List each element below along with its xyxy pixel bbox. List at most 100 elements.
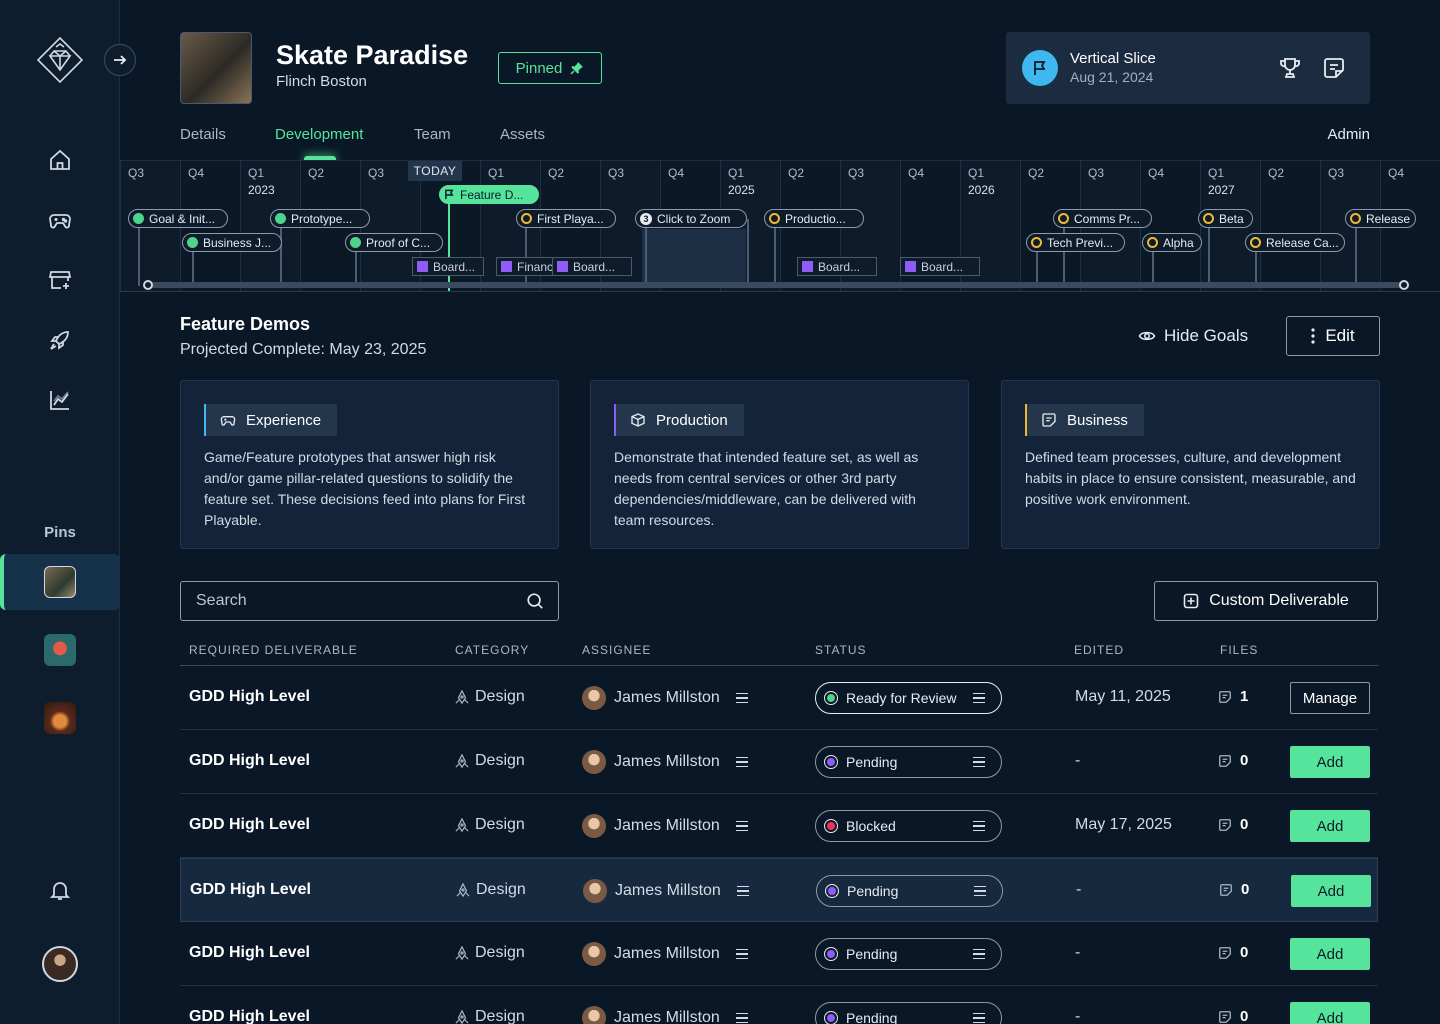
add-button[interactable]: Add <box>1290 938 1370 970</box>
files-cell[interactable]: 0 <box>1218 944 1248 961</box>
table-row[interactable]: GDD High Level Design James Millston Ready … <box>180 666 1378 730</box>
milestone-pill[interactable]: Comms Pr... <box>1053 209 1152 228</box>
assignee-menu-icon[interactable] <box>735 693 748 703</box>
board-meeting-marker[interactable]: Board... <box>552 257 632 276</box>
hide-goals-toggle[interactable]: Hide Goals <box>1138 326 1248 346</box>
column-header-deliverable[interactable]: REQUIRED DELIVERABLE <box>189 643 358 657</box>
add-button[interactable]: Add <box>1290 810 1370 842</box>
column-header-status[interactable]: STATUS <box>815 643 867 657</box>
timeline-scrub-track[interactable] <box>148 282 1404 288</box>
tab-details[interactable]: Details <box>180 126 226 143</box>
status-menu-icon[interactable] <box>973 821 985 831</box>
analytics-chart-icon[interactable] <box>46 386 74 414</box>
diamond-logo-icon[interactable] <box>36 36 84 84</box>
status-dropdown[interactable]: Ready for Review <box>815 682 1002 714</box>
table-row[interactable]: GDD High Level Design James Millston Pendin… <box>180 730 1378 794</box>
files-cell[interactable]: 0 <box>1218 816 1248 833</box>
custom-deliverable-button[interactable]: Custom Deliverable <box>1154 581 1378 621</box>
trophy-icon[interactable] <box>1278 56 1302 80</box>
pinned-button[interactable]: Pinned <box>498 52 602 84</box>
milestone-pill[interactable]: Productio... <box>764 209 864 228</box>
column-header-edited[interactable]: EDITED <box>1074 643 1125 657</box>
status-dropdown[interactable]: Blocked <box>815 810 1002 842</box>
status-menu-icon[interactable] <box>974 886 986 896</box>
gamepad-icon[interactable] <box>46 206 74 234</box>
deliverable-name[interactable]: GDD High Level <box>190 881 311 898</box>
deliverable-name[interactable]: GDD High Level <box>189 1008 310 1024</box>
add-button[interactable]: Add <box>1291 875 1371 907</box>
assignee-menu-icon[interactable] <box>735 949 748 959</box>
roadmap-timeline[interactable]: Q3Q4Q12023Q2Q3Q4Q12024Q2Q3Q4Q12025Q2Q3Q4… <box>120 160 1440 292</box>
sidebar-expand-button[interactable] <box>104 44 136 76</box>
status-dropdown[interactable]: Pending <box>815 746 1002 778</box>
assignee-cell[interactable]: James Millston <box>582 750 748 774</box>
status-menu-icon[interactable] <box>973 757 985 767</box>
assignee-menu-icon[interactable] <box>735 821 748 831</box>
deliverable-name[interactable]: GDD High Level <box>189 816 310 833</box>
tab-assets[interactable]: Assets <box>500 126 546 143</box>
assignee-menu-icon[interactable] <box>736 886 749 896</box>
assignee-menu-icon[interactable] <box>735 757 748 767</box>
files-cell[interactable]: 1 <box>1218 688 1248 705</box>
files-cell[interactable]: 0 <box>1218 1008 1248 1024</box>
search-input[interactable] <box>181 582 511 620</box>
rocket-icon[interactable] <box>46 326 74 354</box>
status-dropdown[interactable]: Pending <box>815 938 1002 970</box>
status-menu-icon[interactable] <box>973 949 985 959</box>
milestone-pill[interactable]: Alpha <box>1142 233 1202 252</box>
home-icon[interactable] <box>46 146 74 174</box>
track-start-handle[interactable] <box>143 280 153 290</box>
status-menu-icon[interactable] <box>973 693 985 703</box>
milestone-pill-feature-demos[interactable]: Feature D... <box>439 185 539 204</box>
assignee-cell[interactable]: James Millston <box>583 879 749 903</box>
tab-team[interactable]: Team <box>414 126 451 143</box>
status-dropdown[interactable]: Pending <box>815 1002 1002 1024</box>
files-cell[interactable]: 0 <box>1219 881 1249 898</box>
milestone-pill[interactable]: Business J... <box>182 233 282 252</box>
add-button[interactable]: Add <box>1290 746 1370 778</box>
tab-development[interactable]: Development <box>275 126 364 143</box>
add-button[interactable]: Add <box>1290 1002 1370 1024</box>
track-end-handle[interactable] <box>1399 280 1409 290</box>
assignee-cell[interactable]: James Millston <box>582 686 748 710</box>
board-meeting-marker[interactable]: Board... <box>900 257 980 276</box>
column-header-category[interactable]: CATEGORY <box>455 643 530 657</box>
deliverable-name[interactable]: GDD High Level <box>189 688 310 705</box>
assignee-cell[interactable]: James Millston <box>582 942 748 966</box>
milestone-pill[interactable]: Proof of C... <box>345 233 443 252</box>
table-row[interactable]: GDD High Level Design James Millston Pendin… <box>180 858 1378 922</box>
edit-button[interactable]: Edit <box>1286 316 1380 356</box>
milestone-pill[interactable]: Goal & Init... <box>128 209 228 228</box>
search-icon[interactable] <box>526 592 544 610</box>
sticky-note-icon[interactable] <box>1322 56 1346 80</box>
assignee-cell[interactable]: James Millston <box>582 1006 748 1024</box>
status-dropdown[interactable]: Pending <box>816 875 1003 907</box>
milestone-pill[interactable]: First Playa... <box>516 209 616 228</box>
current-milestone-card[interactable]: Vertical Slice Aug 21, 2024 <box>1006 32 1370 104</box>
table-row[interactable]: GDD High Level Design James Millston Pendin… <box>180 922 1378 986</box>
milestone-pill[interactable]: Release <box>1345 209 1416 228</box>
timeline-zoom-area[interactable] <box>642 229 746 285</box>
status-menu-icon[interactable] <box>973 1013 985 1023</box>
search-box[interactable] <box>180 581 559 621</box>
user-avatar[interactable] <box>42 946 78 982</box>
store-add-icon[interactable] <box>46 266 74 294</box>
column-header-assignee[interactable]: ASSIGNEE <box>582 643 652 657</box>
pin-skate-paradise-thumbnail[interactable] <box>44 566 76 598</box>
milestone-cluster-zoom[interactable]: 3 Click to Zoom <box>635 209 747 228</box>
pin-project-thumbnail-2[interactable] <box>44 634 76 666</box>
deliverable-name[interactable]: GDD High Level <box>189 752 310 769</box>
column-header-files[interactable]: FILES <box>1220 643 1259 657</box>
milestone-pill[interactable]: Tech Previ... <box>1026 233 1125 252</box>
assignee-cell[interactable]: James Millston <box>582 814 748 838</box>
board-meeting-marker[interactable]: Board... <box>412 257 484 276</box>
table-row[interactable]: GDD High Level Design James Millston Blocke… <box>180 794 1378 858</box>
notification-bell-icon[interactable] <box>46 876 74 904</box>
assignee-menu-icon[interactable] <box>735 1013 748 1023</box>
table-row[interactable]: GDD High Level Design James Millston Pendin… <box>180 986 1378 1024</box>
milestone-pill[interactable]: Beta <box>1198 209 1253 228</box>
board-meeting-marker[interactable]: Financ <box>496 257 558 276</box>
deliverable-name[interactable]: GDD High Level <box>189 944 310 961</box>
files-cell[interactable]: 0 <box>1218 752 1248 769</box>
milestone-pill[interactable]: Prototype... <box>270 209 370 228</box>
